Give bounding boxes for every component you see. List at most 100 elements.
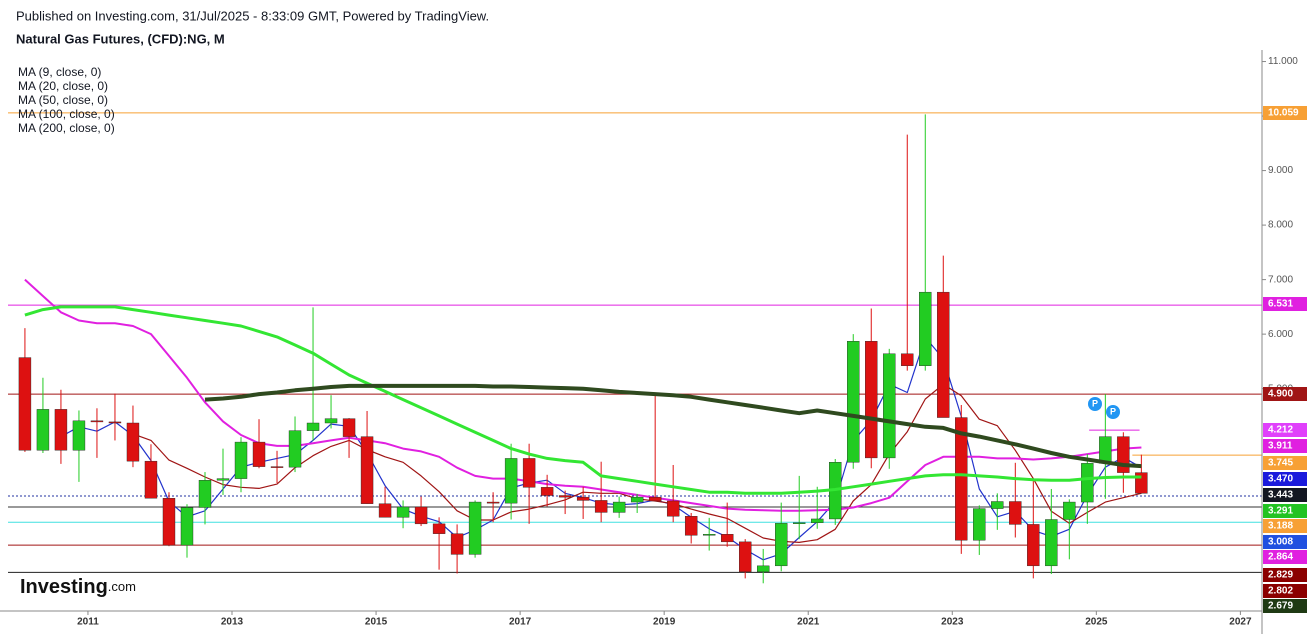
x-tick-label: 2025 — [1085, 617, 1108, 628]
candle-body — [793, 522, 806, 524]
candle-body — [36, 409, 50, 451]
price-label: 10.059 — [1268, 108, 1299, 119]
candle-body — [414, 506, 428, 525]
candle-body — [486, 501, 500, 504]
candle-body — [252, 441, 266, 467]
svg-text:P: P — [1110, 406, 1116, 416]
price-label-box — [1263, 423, 1307, 437]
candle-body — [162, 498, 176, 546]
moving-average-line — [132, 383, 1142, 543]
logo-name: Investing — [20, 576, 108, 598]
candle-body — [234, 441, 248, 479]
price-label: 3.745 — [1268, 458, 1293, 469]
price-label-box — [1263, 584, 1307, 598]
candle-body — [90, 420, 104, 423]
price-label-box — [1263, 504, 1307, 518]
candle-body — [396, 506, 410, 518]
candle-body — [1063, 501, 1076, 520]
y-tick-label: 7.000 — [1268, 274, 1293, 285]
price-label: 2.679 — [1268, 601, 1293, 612]
candle-body — [612, 501, 626, 513]
x-tick-label: 2015 — [365, 617, 388, 628]
candle-body — [991, 501, 1004, 509]
y-tick-label: 8.000 — [1268, 220, 1293, 231]
price-label-box — [1263, 106, 1307, 120]
x-tick-label: 2027 — [1229, 617, 1252, 628]
candle-body — [216, 478, 230, 481]
x-tick-label: 2017 — [509, 617, 532, 628]
candle-body — [883, 353, 896, 459]
logo-suffix: .com — [108, 579, 136, 594]
candle-body — [360, 436, 374, 504]
price-label: 3.443 — [1268, 490, 1293, 501]
candle-body — [1081, 463, 1094, 503]
candle-body — [1027, 524, 1040, 567]
price-label-box — [1263, 472, 1307, 486]
price-label: 3.291 — [1268, 506, 1293, 517]
candle-body — [324, 418, 338, 424]
candle-body — [504, 458, 518, 504]
candle-body — [270, 466, 284, 468]
candle-body — [1045, 519, 1058, 567]
y-tick-label: 11.000 — [1268, 56, 1298, 67]
candle-body — [937, 291, 950, 418]
candle-body — [198, 480, 212, 508]
moving-average-line — [24, 305, 1142, 495]
candle-body — [684, 516, 698, 536]
p-marker: P P — [1088, 397, 1120, 419]
legend-entry: MA (9, close, 0) — [18, 65, 101, 79]
x-tick-label: 2013 — [221, 617, 244, 628]
candle-body — [630, 496, 644, 503]
candle-body — [342, 418, 356, 437]
price-label: 3.188 — [1268, 521, 1293, 532]
price-label: 4.212 — [1268, 425, 1293, 436]
candle-body — [1009, 501, 1022, 525]
candle-body — [702, 534, 716, 536]
candle-body — [901, 353, 914, 366]
candle-body — [775, 523, 788, 567]
candle-body — [811, 518, 824, 523]
price-label-box — [1263, 568, 1307, 582]
price-label: 2.829 — [1268, 570, 1293, 581]
price-label: 3.911 — [1268, 441, 1293, 452]
candle-body — [144, 460, 158, 499]
price-label: 3.008 — [1268, 537, 1293, 548]
candle-body — [1099, 436, 1112, 464]
candle-body — [648, 496, 662, 502]
candle-body — [540, 487, 554, 496]
logo: Investing.com — [20, 576, 136, 598]
x-tick-label: 2023 — [941, 617, 964, 628]
candle-body — [739, 541, 752, 573]
candle-body — [847, 341, 860, 463]
candle-body — [126, 422, 140, 462]
candle-body — [432, 523, 446, 534]
price-label: 6.531 — [1268, 299, 1293, 310]
legend-entry: MA (100, close, 0) — [18, 107, 115, 121]
x-tick-label: 2011 — [77, 617, 99, 628]
price-label-box — [1263, 535, 1307, 549]
plot-area — [8, 112, 1262, 584]
candle-body — [576, 496, 590, 501]
candle-body — [450, 533, 464, 555]
candle-body — [522, 458, 536, 488]
candle-body — [919, 291, 932, 366]
y-tick-label: 9.000 — [1268, 165, 1293, 176]
x-tick-label: 2019 — [653, 617, 676, 628]
candle-body — [468, 501, 482, 555]
candle-body — [180, 507, 194, 546]
price-label-box — [1263, 387, 1307, 401]
price-label: 3.470 — [1268, 474, 1293, 485]
x-tick-label: 2021 — [797, 617, 820, 628]
y-tick-label: 6.000 — [1268, 329, 1293, 340]
source: Published on Investing.com, 31/Jul/2025 … — [16, 8, 489, 23]
candle-body — [666, 500, 680, 517]
candle-body — [18, 357, 32, 451]
moving-average-line — [204, 383, 1142, 469]
price-label-box — [1263, 550, 1307, 564]
candle-body — [108, 421, 122, 424]
candle-body — [54, 409, 68, 451]
candle-body — [306, 422, 320, 431]
candle-body — [757, 565, 770, 573]
price-label: 2.864 — [1268, 552, 1293, 563]
